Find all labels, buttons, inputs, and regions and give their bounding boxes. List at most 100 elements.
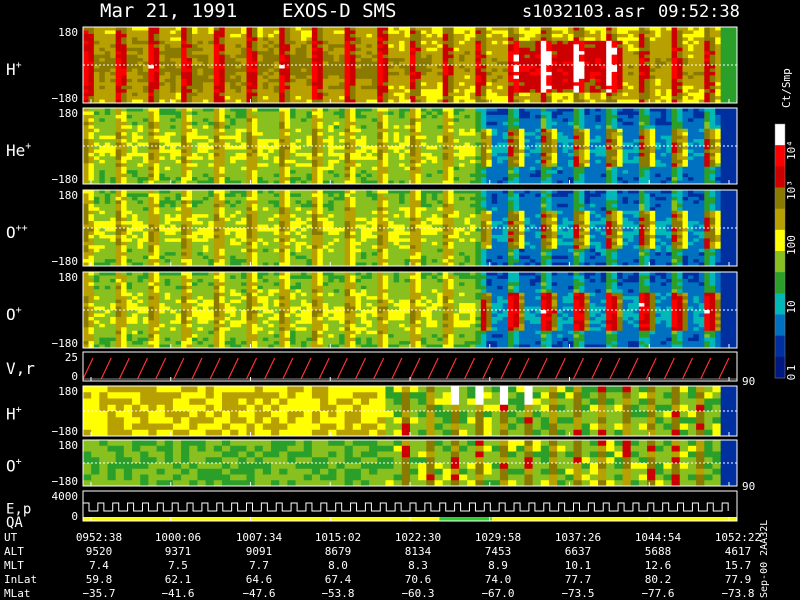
heat-cell [268, 78, 275, 83]
heat-cell [535, 58, 542, 63]
heat-cell [709, 96, 716, 101]
heat-cell [83, 135, 90, 140]
heat-cell [213, 68, 220, 73]
heat-cell [459, 163, 466, 168]
heat-cell [475, 149, 482, 154]
heat-cell [328, 75, 335, 80]
heat-cell [617, 128, 624, 133]
heat-cell [437, 61, 444, 66]
heat-cell [339, 51, 346, 56]
heat-cell [557, 139, 564, 144]
heat-cell [660, 27, 667, 32]
heat-cell [486, 173, 493, 178]
heat-cell [622, 156, 629, 161]
heat-cell [295, 139, 302, 144]
heat-cell [660, 47, 667, 52]
heat-cell [241, 180, 248, 184]
heat-cell [273, 82, 280, 87]
heat-cell [469, 177, 476, 182]
heat-cell [306, 37, 313, 42]
heat-cell [88, 58, 95, 63]
heat-cell [153, 146, 160, 151]
heat-cell [568, 54, 575, 59]
heat-cell [578, 146, 585, 151]
heat-cell [328, 65, 335, 70]
heat-cell [698, 54, 705, 59]
heat-cell [279, 180, 286, 184]
heat-cell [666, 68, 673, 73]
heat-cell [491, 30, 498, 35]
heat-cell [649, 68, 656, 73]
heat-cell [104, 33, 111, 38]
heat-cell [273, 142, 280, 147]
heat-cell [491, 114, 498, 119]
heat-cell [459, 44, 466, 49]
heat-cell [371, 92, 378, 97]
heat-cell [393, 40, 400, 45]
heat-cell [235, 128, 242, 133]
heat-cell [110, 82, 117, 87]
heat-cell [519, 61, 526, 66]
heat-cell [644, 54, 651, 59]
heat-cell [360, 125, 367, 130]
heat-cell [628, 40, 635, 45]
heat-cell [322, 173, 329, 178]
heat-cell [720, 54, 727, 59]
heat-cell [153, 156, 160, 161]
heat-cell [420, 152, 427, 157]
heat-cell [644, 163, 651, 168]
heat-cell [159, 30, 166, 35]
heat-cell [377, 89, 384, 94]
heat-cell [578, 65, 585, 70]
heat-cell [388, 54, 395, 59]
heat-cell [491, 85, 498, 90]
heat-cell [491, 152, 498, 157]
heat-cell [371, 33, 378, 38]
heat-cell [677, 68, 684, 73]
heat-cell [279, 149, 286, 154]
heat-cell [192, 180, 199, 184]
heat-cell [301, 65, 308, 70]
heat-cell [219, 125, 226, 130]
heat-cell [251, 47, 258, 52]
heat-cell [546, 166, 553, 171]
heat-cell [93, 152, 100, 157]
heat-cell [159, 128, 166, 133]
heat-cell [333, 180, 340, 184]
heat-cell [720, 51, 727, 56]
heat-cell [393, 27, 400, 32]
heat-cell [437, 132, 444, 137]
heat-cell [677, 89, 684, 94]
heat-cell [731, 99, 737, 103]
heat-cell [508, 173, 515, 178]
heat-cell [257, 135, 264, 140]
heat-cell [508, 47, 515, 52]
heat-cell [366, 51, 373, 56]
heat-cell [611, 71, 618, 76]
heat-cell [480, 40, 487, 45]
heat-cell [628, 92, 635, 97]
heat-cell [399, 156, 406, 161]
heat-cell [410, 163, 417, 168]
heat-cell [355, 139, 362, 144]
heat-cell [529, 121, 536, 126]
heat-cell [350, 173, 357, 178]
heat-cell [279, 37, 286, 42]
heat-cell [344, 99, 351, 103]
heat-cell [540, 30, 547, 35]
heat-cell [628, 58, 635, 63]
heat-cell [311, 92, 318, 97]
heat-cell [88, 37, 95, 42]
heat-cell [246, 125, 253, 130]
heat-cell [655, 180, 662, 184]
heat-cell [192, 121, 199, 126]
heat-cell [448, 146, 455, 151]
heat-cell [153, 40, 160, 45]
heat-cell [371, 142, 378, 147]
heat-cell [164, 163, 171, 168]
heat-cell [153, 51, 160, 56]
heat-cell [513, 71, 520, 76]
heat-cell [459, 111, 466, 116]
heat-cell [366, 99, 373, 103]
heat-cell [491, 142, 498, 147]
